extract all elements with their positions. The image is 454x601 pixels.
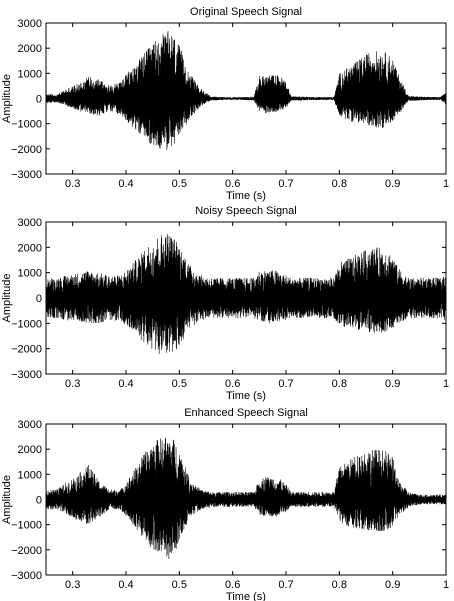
y-tick-label: −2000 — [11, 144, 42, 156]
y-axis-label: Amplitude — [1, 475, 13, 524]
y-tick-label: −3000 — [11, 169, 42, 181]
x-tick-label: 0.6 — [225, 378, 240, 390]
x-tick-label: 0.4 — [118, 178, 133, 190]
y-tick-label: 1000 — [18, 469, 42, 481]
y-tick-label: 3000 — [18, 419, 42, 431]
y-tick-label: 0 — [36, 94, 42, 106]
signal-trace — [45, 234, 447, 354]
x-tick-label: 0.9 — [385, 378, 400, 390]
y-tick-label: −2000 — [11, 344, 42, 356]
x-axis-label: Time (s) — [226, 390, 266, 402]
signal-trace — [45, 31, 447, 151]
chart-title: Noisy Speech Signal — [195, 205, 297, 217]
x-tick-label: 0.5 — [172, 178, 187, 190]
y-axis-label: Amplitude — [1, 274, 13, 323]
x-tick-label: 0.8 — [332, 579, 347, 591]
chart-title: Original Speech Signal — [190, 6, 302, 18]
y-tick-label: 0 — [36, 293, 42, 305]
x-tick-label: 0.4 — [118, 579, 133, 591]
y-tick-label: −2000 — [11, 545, 42, 557]
x-axis-label: Time (s) — [226, 591, 266, 601]
y-tick-label: −1000 — [11, 520, 42, 532]
y-tick-label: 3000 — [18, 18, 42, 30]
y-tick-label: 1000 — [18, 268, 42, 280]
x-tick-label: 1 — [443, 378, 449, 390]
x-tick-label: 0.3 — [65, 579, 80, 591]
x-tick-label: 0.9 — [385, 579, 400, 591]
x-tick-label: 0.4 — [118, 378, 133, 390]
y-axis-label: Amplitude — [1, 74, 13, 123]
chart-panel-1: Original Speech Signal 0.3 0.4 0.5 0.6 0.7 0.8… — [1, 6, 449, 202]
y-tick-label: 1000 — [18, 68, 42, 80]
chart-title: Enhanced Speech Signal — [184, 407, 308, 419]
x-tick-label: 0.5 — [172, 579, 187, 591]
y-tick-label: −1000 — [11, 119, 42, 131]
x-tick-label: 0.8 — [332, 378, 347, 390]
x-tick-label: 1 — [443, 178, 449, 190]
x-axis-label: Time (s) — [226, 190, 266, 202]
y-tick-label: 0 — [36, 495, 42, 507]
chart-panel-3: Enhanced Speech Signal 0.3 0.4 0.5 0.6 0.7 0.8… — [1, 407, 449, 601]
x-tick-label: 0.7 — [278, 178, 293, 190]
x-tick-label: 0.6 — [225, 579, 240, 591]
y-tick-label: −3000 — [11, 369, 42, 381]
x-tick-label: 0.6 — [225, 178, 240, 190]
x-tick-label: 0.7 — [278, 378, 293, 390]
x-tick-label: 0.3 — [65, 178, 80, 190]
x-tick-label: 1 — [443, 579, 449, 591]
x-tick-label: 0.8 — [332, 178, 347, 190]
y-tick-label: 3000 — [18, 217, 42, 229]
y-tick-label: −1000 — [11, 318, 42, 330]
x-tick-label: 0.7 — [278, 579, 293, 591]
y-tick-label: 2000 — [18, 242, 42, 254]
x-tick-label: 0.9 — [385, 178, 400, 190]
chart-panel-2: Noisy Speech Signal 0.3 0.4 0.5 0.6 0.7 0.8 0.9… — [1, 205, 449, 402]
x-tick-label: 0.3 — [65, 378, 80, 390]
y-tick-label: 2000 — [18, 444, 42, 456]
signal-trace — [45, 437, 447, 559]
y-tick-label: −3000 — [11, 570, 42, 582]
y-tick-label: 2000 — [18, 43, 42, 55]
x-tick-label: 0.5 — [172, 378, 187, 390]
